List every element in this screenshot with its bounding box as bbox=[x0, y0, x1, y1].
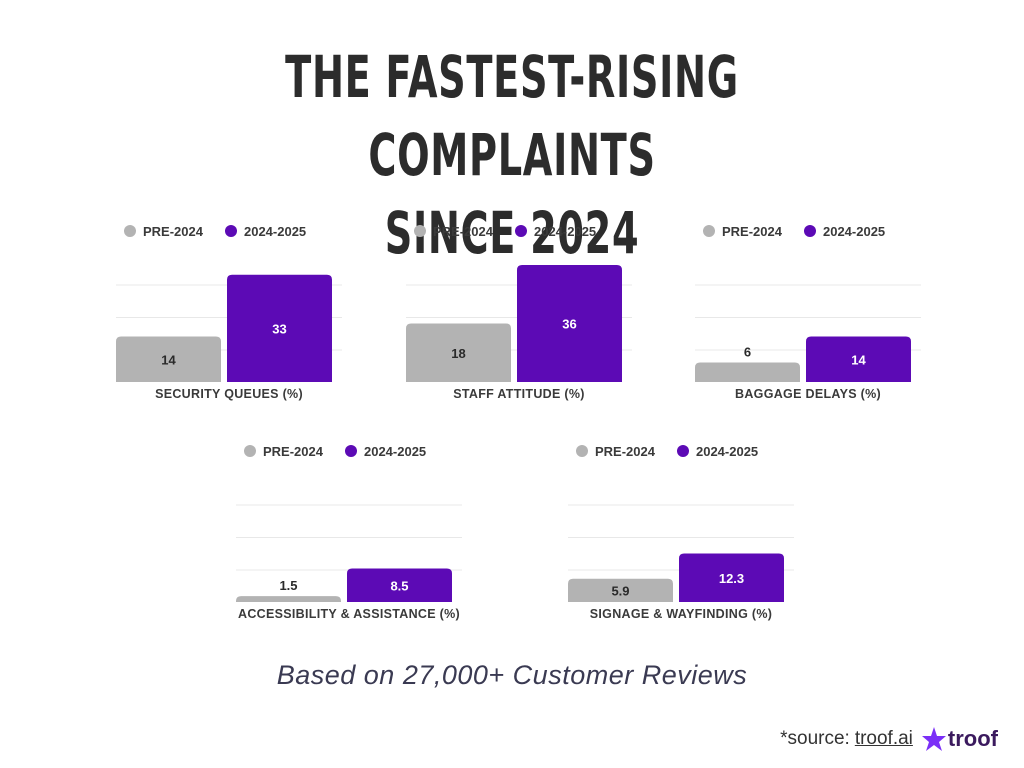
legend-item-post: 2024-2025 bbox=[344, 443, 427, 459]
value-label-pre: 14 bbox=[161, 352, 176, 367]
legend-swatch-post bbox=[514, 225, 527, 237]
chart-security-queues: PRE-2024 2024-2025 14 33 SECURITY QUEUES (%) bbox=[116, 222, 342, 422]
legend-item-pre: PRE-2024 bbox=[576, 444, 655, 459]
bar-pre bbox=[695, 362, 800, 382]
legend-label-pre: PRE-2024 bbox=[143, 223, 203, 239]
title-line-1: THE FASTEST-RISING COMPLAINTS bbox=[285, 43, 739, 189]
plot-area: 18 36 bbox=[406, 252, 632, 382]
plot-area: 1.5 8.5 bbox=[236, 472, 462, 602]
bar-post bbox=[806, 336, 911, 382]
bar-post bbox=[679, 553, 784, 602]
legend-item-pre: PRE-2024 bbox=[703, 224, 782, 239]
legend-item-pre: PRE-2024 bbox=[124, 224, 203, 239]
source-attribution: *source: troof.ai troof bbox=[780, 722, 998, 756]
value-label-pre: 18 bbox=[451, 346, 465, 361]
chart-staff-attitude: PRE-2024 2024-2025 18 36 STAFF ATTITUDE (%) bbox=[406, 222, 632, 422]
brand-name: troof bbox=[947, 726, 998, 751]
value-label-post: 8.5 bbox=[390, 578, 408, 593]
legend-label-post: 2024-2025 bbox=[363, 443, 427, 459]
legend-label-pre: PRE-2024 bbox=[722, 223, 782, 239]
bar-post bbox=[227, 274, 332, 382]
bar-pre bbox=[116, 336, 221, 382]
bar-chart-svg: 5.9 12.3 bbox=[568, 504, 794, 602]
star-icon bbox=[921, 727, 946, 751]
legend: PRE-2024 2024-2025 bbox=[124, 222, 334, 240]
bar-chart-svg: 6 14 bbox=[695, 284, 921, 382]
page-title: THE FASTEST-RISING COMPLAINTS SINCE 2024 bbox=[174, 38, 850, 272]
legend-swatch-post bbox=[803, 225, 816, 237]
legend-swatch-pre bbox=[703, 225, 715, 237]
value-label-post: 36 bbox=[562, 317, 576, 332]
legend-item-pre: PRE-2024 bbox=[244, 444, 323, 459]
legend-swatch-post bbox=[224, 225, 237, 237]
chart-baggage-delays: PRE-2024 2024-2025 6 14 BAGGAGE DELAYS (%) bbox=[695, 222, 921, 422]
plot-area: 5.9 12.3 bbox=[568, 472, 794, 602]
bar-chart-svg: 14 33 bbox=[116, 274, 342, 382]
plot-area: 14 33 bbox=[116, 252, 342, 382]
legend-label-post: 2024-2025 bbox=[533, 223, 597, 239]
subtitle: Based on 27,000+ Customer Reviews bbox=[276, 660, 748, 690]
value-label-post: 14 bbox=[851, 352, 866, 367]
bar-pre bbox=[406, 323, 511, 382]
value-label-pre: 5.9 bbox=[611, 583, 629, 598]
x-axis-label: STAFF ATTITUDE (%) bbox=[453, 387, 585, 401]
bar-chart-svg: 1.5 8.5 bbox=[236, 504, 462, 602]
legend-label-pre: PRE-2024 bbox=[433, 223, 493, 239]
bar-post bbox=[347, 568, 452, 602]
legend: PRE-2024 2024-2025 bbox=[703, 222, 913, 240]
source-prefix: *source: bbox=[780, 728, 850, 749]
brand-logo: troof bbox=[921, 726, 998, 752]
legend: PRE-2024 2024-2025 bbox=[576, 442, 786, 460]
legend-item-pre: PRE-2024 bbox=[414, 224, 493, 239]
x-axis-label: SECURITY QUEUES (%) bbox=[155, 387, 303, 401]
title-line-2: SINCE 2024 bbox=[384, 199, 640, 267]
source-link[interactable]: troof.ai bbox=[854, 728, 913, 749]
legend-label-pre: PRE-2024 bbox=[263, 443, 323, 459]
legend-label-post: 2024-2025 bbox=[695, 443, 759, 459]
value-label-pre: 6 bbox=[744, 345, 751, 360]
legend: PRE-2024 2024-2025 bbox=[244, 442, 454, 460]
chart-accessibility-assistance: PRE-2024 2024-2025 1.5 8.5 ACCESSIBILITY & A… bbox=[236, 442, 462, 642]
legend-swatch-pre bbox=[124, 225, 136, 237]
x-axis-label: BAGGAGE DELAYS (%) bbox=[735, 387, 881, 401]
legend-swatch-post bbox=[344, 445, 357, 457]
legend-swatch-pre bbox=[576, 445, 588, 457]
bar-pre bbox=[236, 596, 341, 602]
bar-pre bbox=[568, 578, 673, 602]
plot-area: 6 14 bbox=[695, 252, 921, 382]
value-label-post: 33 bbox=[272, 321, 286, 336]
legend-swatch-pre bbox=[414, 225, 426, 237]
legend-swatch-post bbox=[676, 445, 689, 457]
bar-post bbox=[517, 265, 622, 382]
chart-signage-wayfinding: PRE-2024 2024-2025 5.9 12.3 SIGNAGE & WAYFIN… bbox=[568, 442, 794, 642]
legend-item-post: 2024-2025 bbox=[676, 443, 759, 459]
x-axis-label: SIGNAGE & WAYFINDING (%) bbox=[589, 607, 773, 621]
value-label-post: 12.3 bbox=[719, 571, 744, 586]
legend: PRE-2024 2024-2025 bbox=[414, 222, 624, 240]
legend-swatch-pre bbox=[244, 445, 256, 457]
legend-label-post: 2024-2025 bbox=[243, 223, 307, 239]
legend-label-post: 2024-2025 bbox=[822, 223, 886, 239]
legend-item-post: 2024-2025 bbox=[514, 223, 597, 239]
legend-item-post: 2024-2025 bbox=[224, 223, 307, 239]
legend-label-pre: PRE-2024 bbox=[595, 443, 655, 459]
legend-item-post: 2024-2025 bbox=[803, 223, 886, 239]
value-label-pre: 1.5 bbox=[279, 578, 297, 593]
x-axis-label: ACCESSIBILITY & ASSISTANCE (%) bbox=[238, 607, 460, 621]
